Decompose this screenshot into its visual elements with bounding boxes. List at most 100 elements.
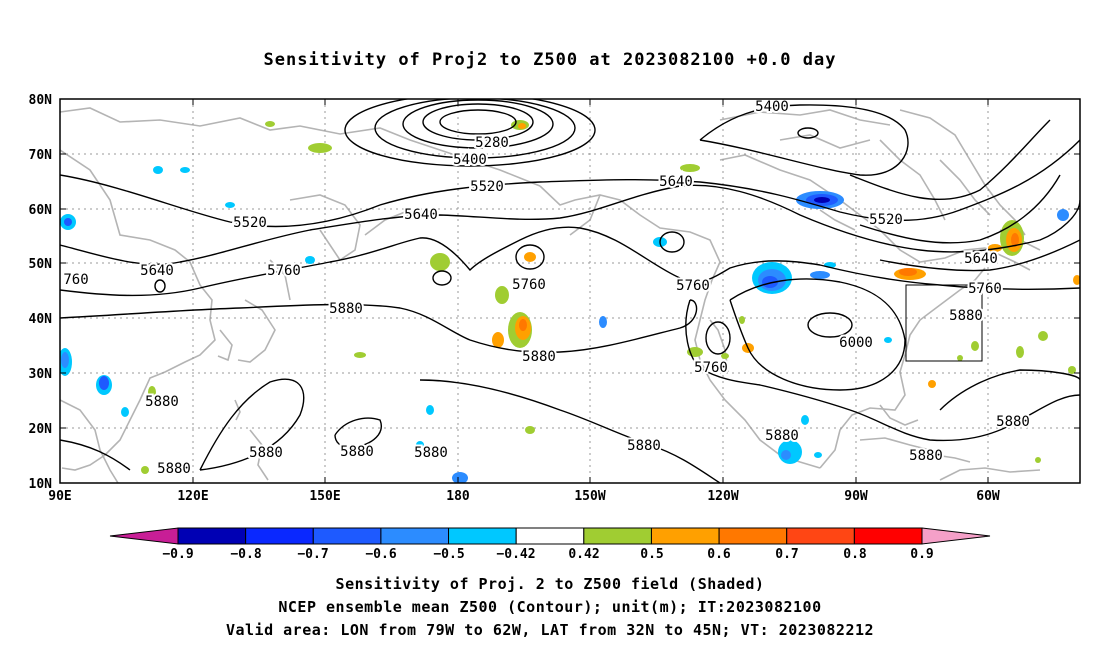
shade-blob xyxy=(928,380,936,388)
contour-label: 6000 xyxy=(839,335,873,351)
lon-label: 90W xyxy=(844,489,868,504)
lat-label: 60N xyxy=(29,203,53,218)
shade-blob xyxy=(899,268,917,276)
lon-label: 150E xyxy=(309,489,340,504)
shade-blob xyxy=(721,353,729,359)
colorbar-low-extend xyxy=(109,527,179,545)
colorbar-label: −0.5 xyxy=(433,547,464,562)
colorbar-cell xyxy=(312,527,382,545)
shade-blob xyxy=(810,271,830,279)
shade-blob xyxy=(971,341,979,351)
shade-blob xyxy=(354,352,366,358)
colorbar: −0.9 −0.8 −0.7 −0.6 −0.5 −0.42 0.42 0.5 … xyxy=(109,527,991,562)
colorbar-cell xyxy=(650,527,720,545)
colorbar-cell xyxy=(245,527,314,545)
colorbar-cell xyxy=(786,527,855,545)
caption-line-2: NCEP ensemble mean Z500 (Contour); unit(… xyxy=(278,598,822,616)
map-title: Sensitivity of Proj2 to Z500 at 20230821… xyxy=(263,50,837,70)
shade-blob xyxy=(265,121,275,127)
shade-blob xyxy=(180,167,190,173)
shade-blob xyxy=(739,316,745,324)
caption-line-1: Sensitivity of Proj. 2 to Z500 field (Sh… xyxy=(335,575,765,593)
shade-blob xyxy=(762,276,778,288)
lat-label: 80N xyxy=(29,93,53,108)
shade-blob xyxy=(64,218,72,226)
shade-blob xyxy=(988,244,1002,252)
colorbar-cell xyxy=(177,527,247,545)
shade-blob xyxy=(416,441,424,449)
contour-label: 5760 xyxy=(512,277,546,293)
shade-blob xyxy=(308,143,332,153)
shade-blob xyxy=(495,286,509,304)
shade-blob xyxy=(1038,331,1048,341)
contour-label: 5280 xyxy=(475,135,509,151)
shade-blob xyxy=(121,407,129,417)
colorbar-label: −0.9 xyxy=(162,547,193,562)
shade-blob xyxy=(1011,233,1019,247)
colorbar-cell xyxy=(380,527,450,545)
shade-blob xyxy=(430,253,450,271)
lon-label: 60W xyxy=(976,489,1000,504)
shade-blob xyxy=(1035,457,1041,463)
shade-blob xyxy=(884,337,892,343)
contour-label: 5640 xyxy=(659,174,693,190)
shade-blob xyxy=(492,332,504,348)
colorbar-cell xyxy=(853,527,923,545)
shade-blob xyxy=(148,386,156,398)
contour-labels: 5280 5400 5400 5520 5520 5520 5640 5640 … xyxy=(61,97,1032,479)
shade-blob xyxy=(519,319,527,331)
lon-label: 180 xyxy=(446,489,470,504)
shade-blob xyxy=(525,426,535,434)
contour-label: 5760 xyxy=(968,281,1002,297)
colorbar-label: −0.8 xyxy=(230,547,261,562)
colorbar-label: 0.7 xyxy=(775,547,798,562)
contour-label: 5880 xyxy=(522,349,556,365)
z500-contours xyxy=(60,99,1080,483)
shade-blob xyxy=(1073,275,1080,285)
contour-label: 5640 xyxy=(964,251,998,267)
plot-frame xyxy=(59,98,1081,484)
lon-label: 150W xyxy=(574,489,605,504)
shade-blob xyxy=(1068,366,1076,374)
contour-label: 5520 xyxy=(470,179,504,195)
shade-blob xyxy=(680,164,700,172)
contour-label: 5400 xyxy=(453,152,487,168)
shade-blob xyxy=(1016,346,1024,358)
shade-blob xyxy=(99,376,109,390)
shade-blob xyxy=(305,256,315,264)
colorbar-label: −0.6 xyxy=(365,547,396,562)
lat-label: 30N xyxy=(29,367,53,382)
contour-label: 5880 xyxy=(145,394,179,410)
contour-label: 5640 xyxy=(404,207,438,223)
shade-blob xyxy=(599,316,607,328)
shade-blob xyxy=(61,352,69,368)
lat-label: 40N xyxy=(29,312,53,327)
shade-blob xyxy=(452,472,468,483)
colorbar-high-extend xyxy=(921,527,991,545)
contour-label: 5880 xyxy=(340,444,374,460)
colorbar-label: 0.5 xyxy=(640,547,663,562)
contour-label: 5520 xyxy=(869,212,903,228)
longitude-labels: 90E 120E 150E 180 150W 120W 90W 60W xyxy=(48,489,1000,504)
contour-label: 760 xyxy=(63,272,88,288)
contour-label: 5880 xyxy=(949,308,983,324)
shade-blob xyxy=(1057,209,1069,221)
contour-label: 5880 xyxy=(157,461,191,477)
lat-label: 20N xyxy=(29,422,53,437)
caption-line-3: Valid area: LON from 79W to 62W, LAT fro… xyxy=(225,621,875,639)
contour-label: 5640 xyxy=(140,263,174,279)
colorbar-cell xyxy=(515,527,585,545)
axis-ticks xyxy=(60,98,1080,484)
contour-label: 5880 xyxy=(414,445,448,461)
latitude-labels: 80N 70N 60N 50N 40N 30N 20N 10N xyxy=(29,93,53,492)
shade-blob xyxy=(814,197,830,203)
lat-label: 70N xyxy=(29,148,53,163)
graticule xyxy=(60,99,1080,483)
contour-label: 5400 xyxy=(755,99,789,115)
valid-area-box xyxy=(905,284,983,362)
shade-blob xyxy=(518,123,526,129)
colorbar-label: 0.6 xyxy=(707,547,731,562)
colorbar-label: 0.42 xyxy=(568,547,599,562)
shade-blob xyxy=(141,466,149,474)
